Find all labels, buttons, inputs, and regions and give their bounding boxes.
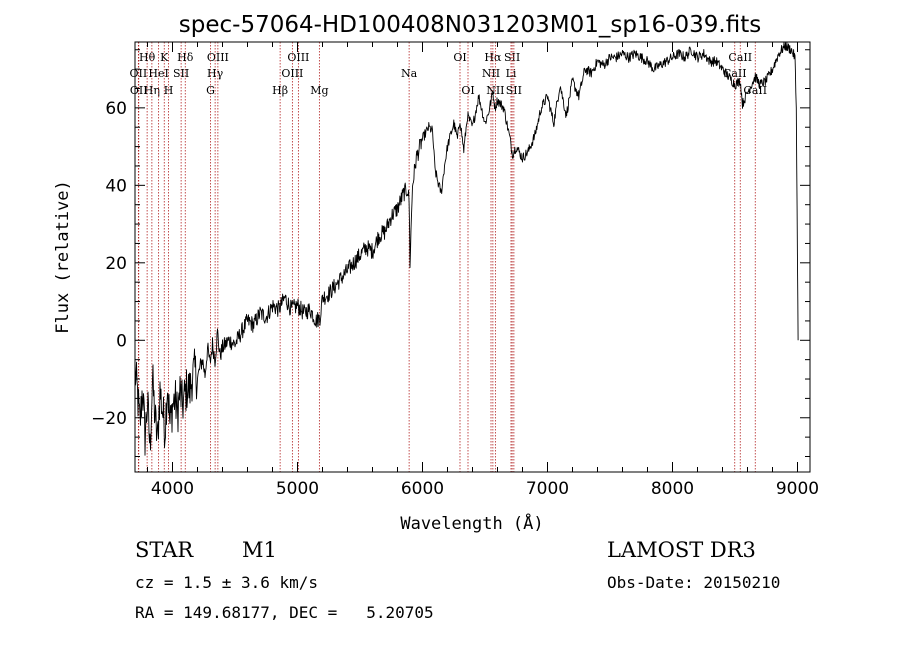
class-label: STAR	[135, 538, 194, 562]
y-tick-label-0: −20	[91, 409, 127, 429]
obs-date-text: Obs-Date: 20150210	[607, 573, 781, 592]
x-tick-label-2: 6000	[401, 479, 444, 499]
series-layer	[134, 41, 799, 456]
line-mark-label-9: OIII	[207, 51, 229, 64]
line-mark-label-22: Li	[506, 67, 517, 80]
y-axis-label: Flux (relative)	[53, 180, 73, 334]
line-mark-label-8: SII	[173, 67, 189, 80]
line-mark-label-16: Na	[401, 67, 418, 80]
x-tick-label-5: 9000	[776, 479, 819, 499]
line-mark-label-14: Hβ	[272, 84, 288, 97]
y-tick-label-4: 60	[105, 99, 127, 119]
subclass-label: M1	[242, 538, 277, 562]
x-tick-label-0: 4000	[151, 479, 194, 499]
x-axis-label: Wavelength (Å)	[400, 512, 543, 534]
line-mark-label-5: HeI	[148, 67, 168, 80]
y-tick-label-1: 0	[116, 331, 127, 351]
line-mark-label-23: NII	[486, 84, 504, 97]
line-mark-label-10: Hγ	[207, 67, 224, 80]
line-mark-label-17: OI	[453, 51, 466, 64]
y-axis: −20 0 20 40 60	[91, 49, 810, 458]
y-tick-label-2: 20	[105, 254, 127, 274]
line-mark-label-15: Mg	[310, 84, 328, 97]
chart-title: spec-57064-HD100408N031203M01_sp16-039.f…	[179, 12, 761, 38]
y-tick-label-3: 40	[105, 176, 127, 196]
line-mark-label-13: OIII	[281, 67, 303, 80]
line-mark-label-20: SII	[504, 51, 520, 64]
line-mark-label-21: NII	[482, 67, 500, 80]
line-mark-label-18: OI	[461, 84, 474, 97]
survey-label: LAMOST DR3	[607, 538, 756, 562]
coords-text: RA = 149.68177, DEC = 5.20705	[135, 603, 434, 622]
x-axis: 4000 5000 6000 7000 8000 9000	[147, 42, 819, 499]
line-mark-label-12: OIII	[287, 51, 309, 64]
line-mark-label-0: Hθ	[139, 51, 156, 64]
redshift-text: cz = 1.5 ± 3.6 km/s	[135, 573, 319, 592]
x-tick-label-4: 8000	[651, 479, 694, 499]
line-mark-label-4: K	[160, 51, 169, 64]
line-mark-label-11: G	[206, 84, 215, 97]
x-tick-label-3: 7000	[526, 479, 569, 499]
line-mark-label-7: Hδ	[177, 51, 194, 64]
line-mark-label-3: Hη	[144, 84, 160, 97]
line-mark-label-2: OII	[130, 84, 148, 97]
spectrum-line-0	[134, 41, 799, 456]
line-mark-label-25: CaII	[728, 51, 752, 64]
x-tick-label-1: 5000	[276, 479, 319, 499]
plot-frame	[134, 41, 811, 473]
line-mark-label-24: SII	[506, 84, 522, 97]
line-mark-label-19: Hα	[484, 51, 502, 64]
line-mark-label-6: H	[164, 84, 174, 97]
